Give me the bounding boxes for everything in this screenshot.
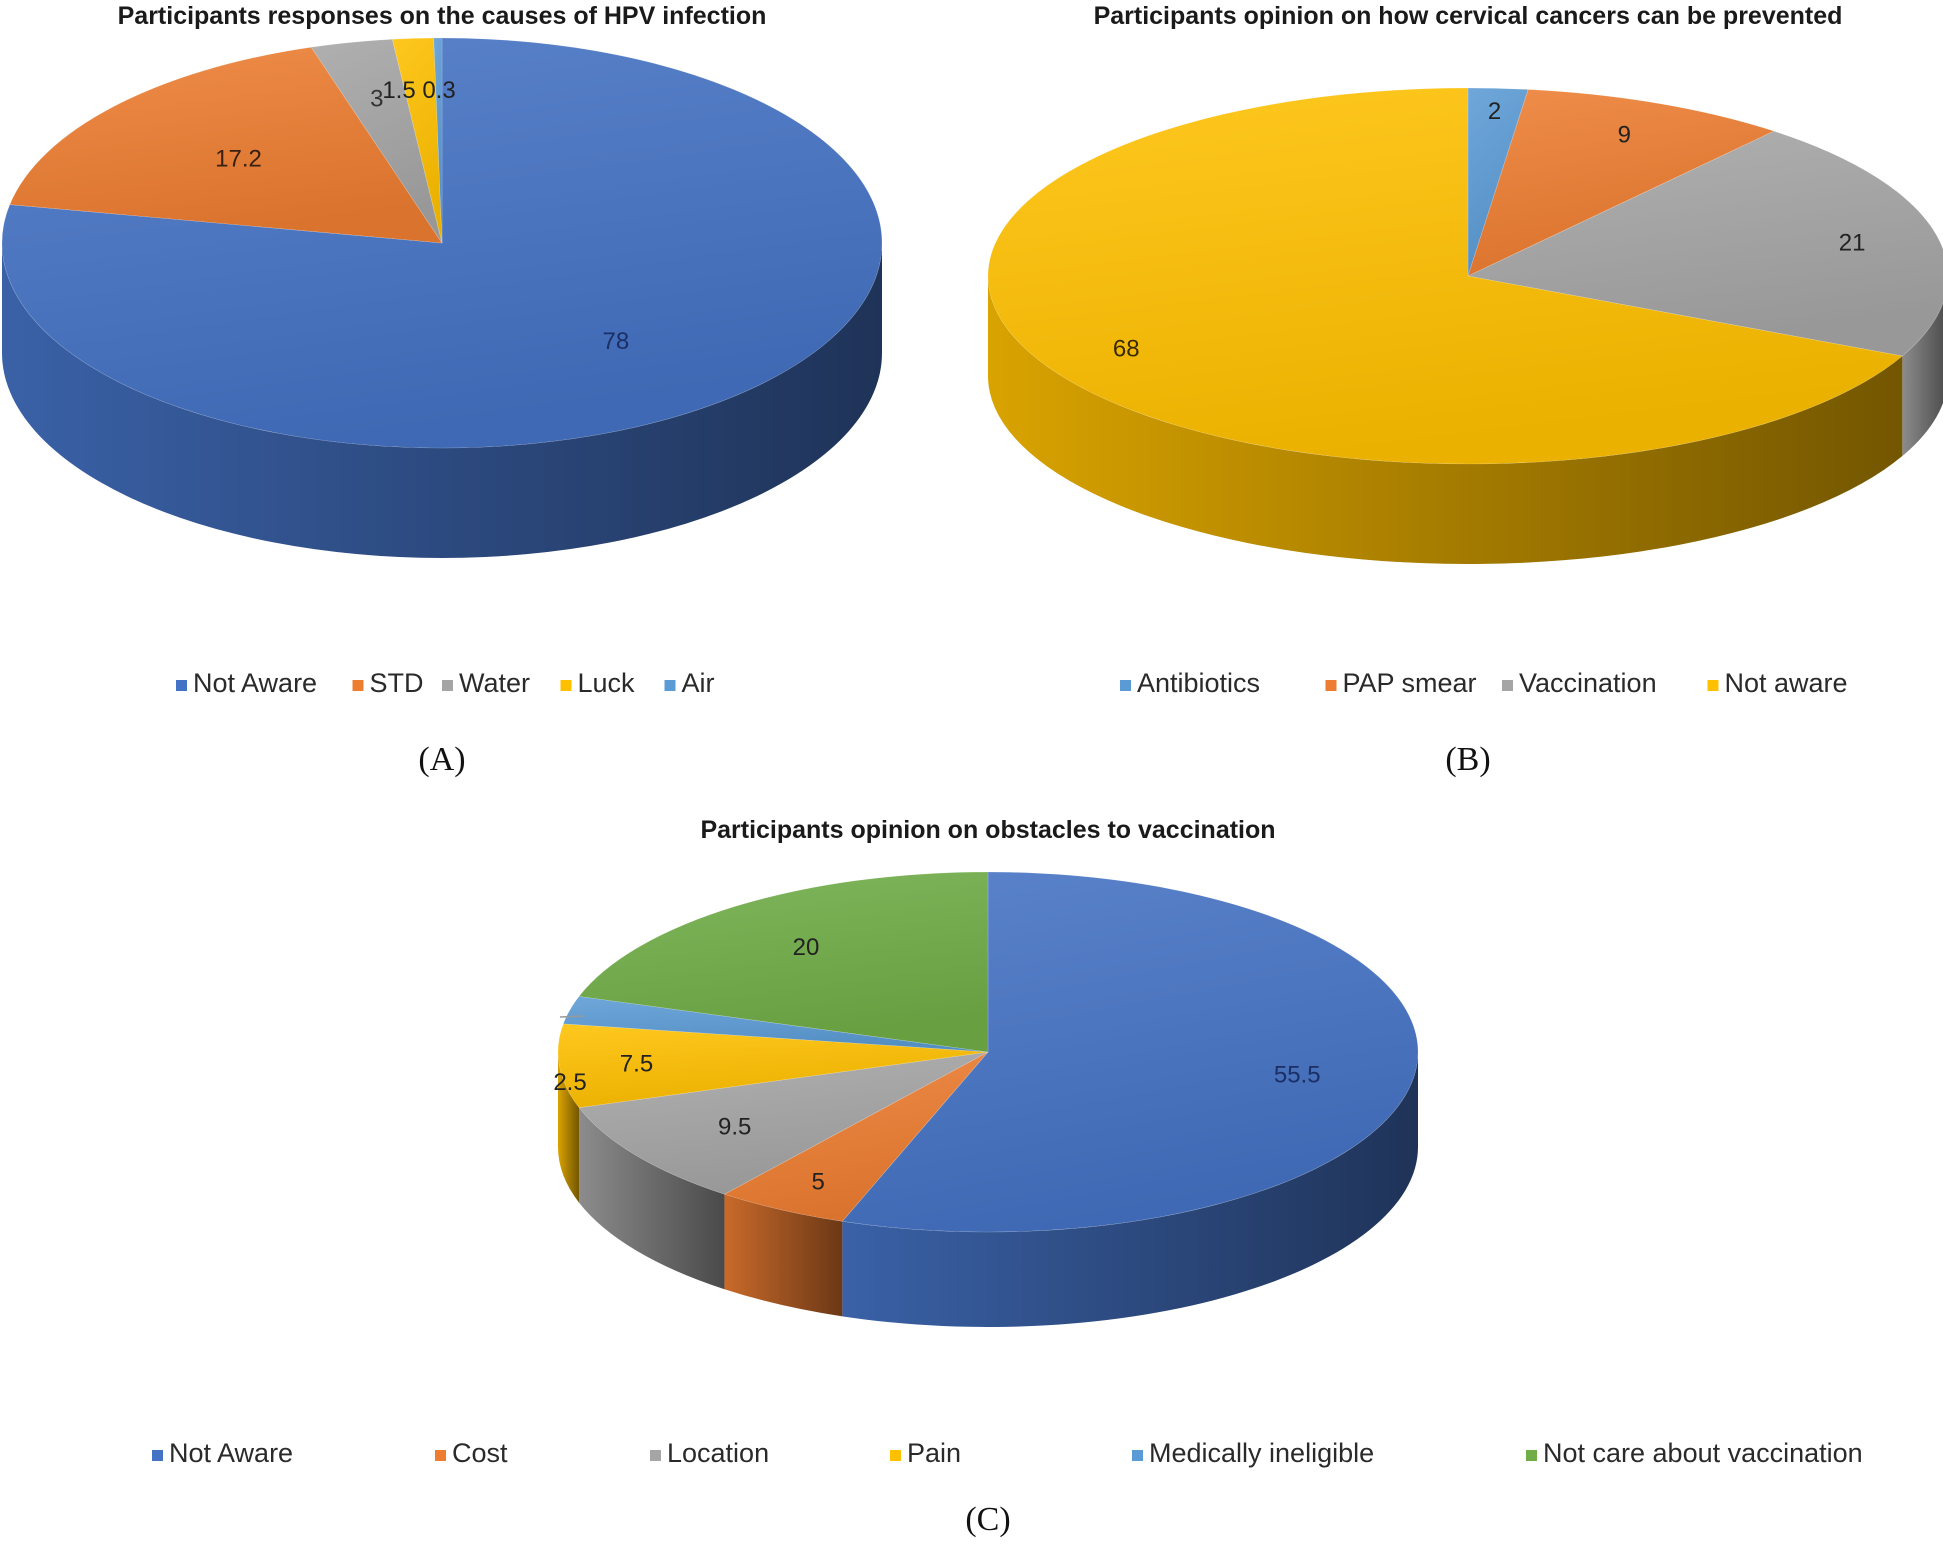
data-label-luck: 1.5: [382, 77, 415, 104]
data-label-not-aware: 78: [603, 328, 630, 355]
chart-panel-c: Participants opinion on obstacles to vac…: [152, 816, 1863, 1538]
legend-swatch: [1502, 680, 1513, 691]
legend-item-air: Air: [664, 668, 715, 698]
legend-swatch: [1707, 680, 1719, 691]
legend-swatch: [1526, 1450, 1537, 1461]
legend-swatch: [1325, 680, 1337, 691]
data-label-water: 3: [370, 86, 383, 113]
panel-caption: (C): [965, 1501, 1010, 1538]
pie-side-not-aware: [2, 243, 882, 558]
panel-caption: (B): [1445, 741, 1490, 778]
legend-a: Not Aware STD Water Luck Air: [176, 668, 715, 698]
legend-swatch: [435, 1450, 446, 1461]
legend-item-not-aware: Not Aware: [152, 1438, 293, 1468]
legend-item-medically-ineligible: Medically ineligible: [1132, 1438, 1374, 1468]
leader-line: [559, 1015, 584, 1018]
legend-label: Vaccination: [1519, 668, 1657, 698]
pie-slice-std: [9, 46, 443, 244]
pie-side-not-aware: [988, 276, 1903, 564]
legend-swatch: [176, 680, 187, 691]
legend-swatch: [650, 1450, 661, 1461]
data-label-not-aware: 68: [1113, 336, 1140, 363]
legend-swatch: [442, 680, 453, 691]
legend-label: Antibiotics: [1137, 668, 1260, 698]
legend-item-luck: Luck: [560, 668, 636, 698]
legend-swatch: [152, 1450, 163, 1461]
data-label-location: 9.5: [718, 1114, 751, 1141]
legend-label: Pain: [907, 1438, 961, 1468]
data-label-air: 0.3: [422, 77, 455, 104]
legend-item-pap-smear: PAP smear: [1325, 668, 1477, 698]
legend-swatch: [890, 1450, 901, 1461]
legend-label: Not Aware: [193, 668, 317, 698]
legend-item-antibiotics: Antibiotics: [1120, 668, 1260, 698]
legend-label: Location: [667, 1438, 769, 1468]
legend-b: Antibiotics PAP smear Vaccination Not aware: [1120, 668, 1848, 698]
pie-slice-air: [433, 37, 443, 244]
legend-swatch: [352, 680, 364, 691]
chart-panel-a: Participants responses on the causes of …: [1, 2, 883, 778]
legend-label: PAP smear: [1343, 668, 1477, 698]
legend-swatch: [664, 680, 676, 691]
legend-label: Medically ineligible: [1149, 1438, 1374, 1468]
pie-slice-cost: [723, 1051, 989, 1222]
data-label-medically-ineligible: 2.5: [553, 1069, 586, 1096]
legend-label: Not aware: [1725, 668, 1848, 698]
pie-slice-pain: [557, 1023, 989, 1108]
pie-side-cost: [724, 1194, 843, 1317]
pie-slice-luck: [391, 37, 443, 244]
pie-side-location: [579, 1107, 725, 1290]
legend-item-cost: Cost: [435, 1438, 508, 1468]
legend-item-water: Water: [442, 668, 530, 698]
pie-slice-medically-ineligible: [562, 996, 989, 1053]
pie-side-pain: [558, 1052, 580, 1203]
chart-title: Participants opinion on how cervical can…: [1094, 2, 1843, 30]
pie-b: 2 9 21 68: [987, 87, 1943, 564]
chart-panel-b: Participants opinion on how cervical can…: [987, 2, 1943, 778]
pie-slice-water: [310, 38, 443, 244]
pie-slice-not-care-about-vaccination: [578, 871, 989, 1053]
legend-swatch: [1132, 1450, 1143, 1461]
pie-side-vaccination: [1902, 303, 1943, 457]
data-label-std: 17.2: [215, 145, 262, 172]
pie-side-not-aware: [842, 1052, 1418, 1327]
pie-slice-not-aware: [1, 37, 883, 449]
pie-c: 55.5 5 9.5 7.5 2.5 20: [553, 871, 1419, 1327]
data-label-cost: 5: [811, 1168, 824, 1195]
chart-title: Participants opinion on obstacles to vac…: [700, 816, 1275, 844]
data-label-pap-smear: 9: [1618, 122, 1631, 149]
data-label-vaccination: 21: [1839, 229, 1866, 256]
chart-title: Participants responses on the causes of …: [118, 2, 767, 30]
legend-label: Cost: [452, 1438, 508, 1468]
legend-item-not-care-about-vaccination: Not care about vaccination: [1526, 1438, 1863, 1468]
legend-swatch: [560, 680, 572, 691]
pie-slice-antibiotics: [1467, 87, 1529, 277]
legend-label: Not care about vaccination: [1543, 1438, 1863, 1468]
legend-label: Water: [459, 668, 530, 698]
pie-slice-not-aware: [987, 87, 1904, 465]
panel-caption: (A): [418, 741, 465, 778]
legend-swatch: [1120, 680, 1131, 691]
data-label-antibiotics: 2: [1488, 98, 1501, 125]
legend-item-pain: Pain: [890, 1438, 961, 1468]
legend-label: Not Aware: [169, 1438, 293, 1468]
pie-slice-pap-smear: [1467, 89, 1775, 277]
legend-item-vaccination: Vaccination: [1502, 668, 1657, 698]
data-label-not-aware: 55.5: [1274, 1062, 1321, 1089]
pie-slice-location: [578, 1051, 989, 1195]
legend-item-location: Location: [650, 1438, 769, 1468]
data-label-pain: 7.5: [620, 1051, 653, 1078]
pie-a: 78 17.2 31.5 0.3: [1, 37, 883, 558]
pie-slice-not-aware: [841, 871, 1419, 1233]
legend-item-not-aware: Not aware: [1707, 668, 1848, 698]
legend-item-std: STD: [352, 668, 424, 698]
legend-item-not-aware: Not Aware: [176, 668, 317, 698]
legend-c: Not Aware Cost Location Pain Medically ineli…: [152, 1438, 1863, 1468]
legend-label: STD: [370, 668, 424, 698]
pie-slice-vaccination: [1467, 130, 1943, 357]
data-label-not-care-about-vaccination: 20: [793, 934, 820, 961]
legend-label: Air: [682, 668, 715, 698]
legend-label: Luck: [578, 668, 636, 698]
